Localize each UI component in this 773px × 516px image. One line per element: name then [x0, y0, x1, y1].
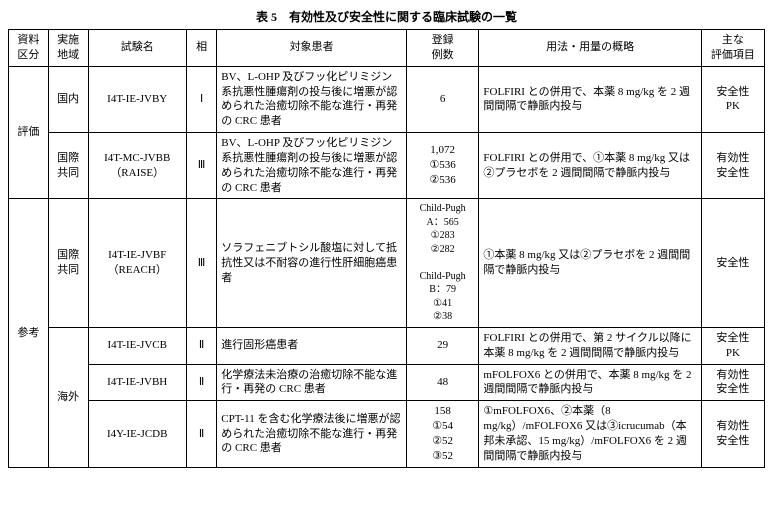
cell-category: 評価	[9, 66, 49, 199]
th-subjects: 対象患者	[217, 30, 407, 67]
cell-phase: Ⅱ	[186, 327, 216, 364]
th-phase: 相	[186, 30, 216, 67]
cell-phase: Ⅱ	[186, 401, 216, 467]
cell-dose: ①mFOLFOX6、②本薬（8 mg/kg）/mFOLFOX6 又は③icruc…	[479, 401, 701, 467]
th-dose: 用法・用量の概略	[479, 30, 701, 67]
table-title: 表 5 有効性及び安全性に関する臨床試験の一覧	[8, 8, 765, 25]
th-n: 登録例数	[406, 30, 479, 67]
cell-trial: I4T-MC-JVBB（RAISE）	[88, 133, 186, 199]
cell-n: 158①54②52③52	[406, 401, 479, 467]
th-category: 資料区分	[9, 30, 49, 67]
cell-endpoint: 有効性安全性	[701, 401, 764, 467]
cell-dose: FOLFIRI との併用で、①本薬 8 mg/kg 又は②プラセボを 2 週間間…	[479, 133, 701, 199]
cell-trial: I4T-IE-JVBF（REACH）	[88, 199, 186, 328]
th-endpoint: 主な評価項目	[701, 30, 764, 67]
cell-region: 国内	[48, 66, 88, 132]
clinical-trials-table: 資料区分 実施地域 試験名 相 対象患者 登録例数 用法・用量の概略 主な評価項…	[8, 29, 765, 468]
table-row: I4Y-IE-JCDB Ⅱ CPT-11 を含む化学療法後に増悪が認められた治癒…	[9, 401, 765, 467]
table-row: 評価 国内 I4T-IE-JVBY Ⅰ BV、L-OHP 及びフッ化ピリミジン系…	[9, 66, 765, 132]
cell-endpoint: 安全性PK	[701, 327, 764, 364]
table-row: I4T-IE-JVBH Ⅱ 化学療法未治療の治癒切除不能な進行・再発の CRC …	[9, 364, 765, 401]
cell-subjects: CPT-11 を含む化学療法後に増悪が認められた治癒切除不能な進行・再発の CR…	[217, 401, 407, 467]
cell-region: 国際共同	[48, 199, 88, 328]
cell-subjects: BV、L-OHP 及びフッ化ピリミジン系抗悪性腫瘍剤の投与後に増悪が認められた治…	[217, 133, 407, 199]
cell-n: Child-Pugh A：565①283②282Child-Pugh B：79①…	[406, 199, 479, 328]
th-region: 実施地域	[48, 30, 88, 67]
cell-trial: I4T-IE-JVBH	[88, 364, 186, 401]
cell-phase: Ⅰ	[186, 66, 216, 132]
cell-n: 48	[406, 364, 479, 401]
cell-subjects: 化学療法未治療の治癒切除不能な進行・再発の CRC 患者	[217, 364, 407, 401]
cell-trial: I4T-IE-JVBY	[88, 66, 186, 132]
cell-category: 参考	[9, 199, 49, 467]
cell-dose: FOLFIRI との併用で、第 2 サイクル以降に本薬 8 mg/kg を 2 …	[479, 327, 701, 364]
cell-trial: I4Y-IE-JCDB	[88, 401, 186, 467]
cell-dose: mFOLFOX6 との併用で、本薬 8 mg/kg を 2 週間間隔で静脈内投与	[479, 364, 701, 401]
cell-trial: I4T-IE-JVCB	[88, 327, 186, 364]
cell-dose: ①本薬 8 mg/kg 又は②プラセボを 2 週間間隔で静脈内投与	[479, 199, 701, 328]
cell-endpoint: 有効性安全性	[701, 133, 764, 199]
cell-endpoint: 安全性PK	[701, 66, 764, 132]
cell-phase: Ⅲ	[186, 199, 216, 328]
table-header-row: 資料区分 実施地域 試験名 相 対象患者 登録例数 用法・用量の概略 主な評価項…	[9, 30, 765, 67]
cell-region: 海外	[48, 327, 88, 467]
cell-n: 1,072①536②536	[406, 133, 479, 199]
cell-region: 国際共同	[48, 133, 88, 199]
cell-subjects: BV、L-OHP 及びフッ化ピリミジン系抗悪性腫瘍剤の投与後に増悪が認められた治…	[217, 66, 407, 132]
cell-n: 6	[406, 66, 479, 132]
table-row: 国際共同 I4T-MC-JVBB（RAISE） Ⅲ BV、L-OHP 及びフッ化…	[9, 133, 765, 199]
cell-subjects: 進行固形癌患者	[217, 327, 407, 364]
cell-dose: FOLFIRI との併用で、本薬 8 mg/kg を 2 週間間隔で静脈内投与	[479, 66, 701, 132]
cell-subjects: ソラフェニブトシル酸塩に対して抵抗性又は不耐容の進行性肝細胞癌患者	[217, 199, 407, 328]
cell-phase: Ⅱ	[186, 364, 216, 401]
table-row: 海外 I4T-IE-JVCB Ⅱ 進行固形癌患者 29 FOLFIRI との併用…	[9, 327, 765, 364]
th-trial: 試験名	[88, 30, 186, 67]
cell-phase: Ⅲ	[186, 133, 216, 199]
cell-n: 29	[406, 327, 479, 364]
table-row: 参考 国際共同 I4T-IE-JVBF（REACH） Ⅲ ソラフェニブトシル酸塩…	[9, 199, 765, 328]
cell-endpoint: 安全性	[701, 199, 764, 328]
cell-endpoint: 有効性安全性	[701, 364, 764, 401]
